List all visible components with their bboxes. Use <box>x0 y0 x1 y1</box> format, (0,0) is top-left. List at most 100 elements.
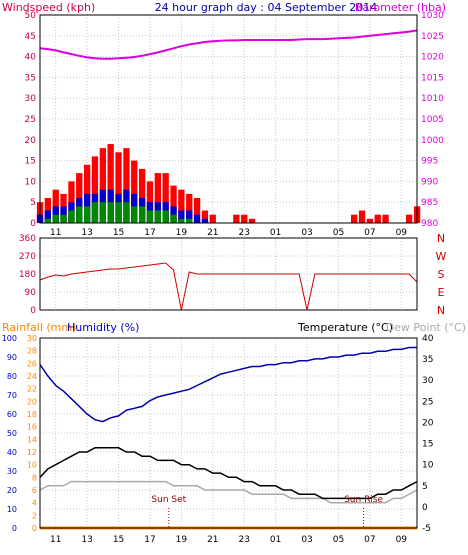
barometer-tick-label: 985 <box>421 198 438 208</box>
barometer-tick-label: 1010 <box>421 94 444 104</box>
windspeed-bar <box>107 144 114 223</box>
time-tick-label: 01 <box>270 228 281 238</box>
humidity-tick-label: 40 <box>7 448 17 457</box>
windspeed-bar <box>193 198 201 223</box>
calm-bar <box>76 206 83 223</box>
rainfall-tick-label: 26 <box>27 359 37 368</box>
gust-bar <box>44 210 51 223</box>
temperature-tick-label: 0 <box>422 503 428 513</box>
time-tick-label: 19 <box>176 535 188 545</box>
temperature-axis-title: Temperature (°C) <box>297 321 393 334</box>
humidity-tick-label: 90 <box>7 353 17 362</box>
windspeed-bar <box>248 218 256 223</box>
time-tick-label: 19 <box>176 228 188 238</box>
temperature-tick-label: 5 <box>422 482 428 492</box>
windspeed-tick-label: 10 <box>25 177 37 187</box>
direction-tick-label: 180 <box>19 270 36 280</box>
windspeed-bar <box>115 152 122 223</box>
time-tick-label: 05 <box>333 535 344 545</box>
rainfall-tick-label: 18 <box>27 410 37 419</box>
time-tick-label: 07 <box>364 228 375 238</box>
humidity-tick-label: 20 <box>7 486 17 495</box>
direction-tick-labels: 0 90 180 270 360 <box>19 234 36 316</box>
humidity-tick-labels: 0 10 20 30 40 50 60 70 80 90 100 <box>2 334 17 533</box>
time-tick-label: 15 <box>113 228 124 238</box>
calm-bar <box>60 214 67 223</box>
temperature-tick-label: 25 <box>422 397 433 407</box>
temperature-tick-label: 20 <box>422 418 434 428</box>
time-tick-label: 17 <box>144 228 155 238</box>
barometer-axis-title: Barometer (hba) <box>355 1 446 14</box>
windspeed-bar <box>241 214 248 223</box>
humidity-tick-label: 100 <box>2 334 17 343</box>
windspeed-bar <box>201 210 209 223</box>
calm-bar <box>52 214 59 223</box>
time-tick-label: 11 <box>50 535 61 545</box>
time-tick-label: 15 <box>113 535 124 545</box>
compass-label: S <box>438 268 445 281</box>
direction-tick-label: 270 <box>19 252 36 262</box>
panel1-time-labels: 11 13 15 17 19 21 23 01 03 05 07 09 <box>50 228 407 238</box>
barometer-tick-label: 1005 <box>421 115 444 125</box>
direction-tick-label: 90 <box>25 288 37 298</box>
rainfall-tick-label: 8 <box>32 473 37 482</box>
temperature-tick-label: 10 <box>422 461 434 471</box>
temperature-tick-label: 35 <box>422 355 433 365</box>
windspeed-bar <box>139 168 146 223</box>
temperature-tick-label: 40 <box>422 334 434 344</box>
humidity-tick-label: 60 <box>7 410 17 419</box>
time-tick-label: 07 <box>364 535 375 545</box>
panel3-time-labels: 11 13 15 17 19 21 23 01 03 05 07 09 <box>50 535 407 545</box>
time-tick-label: 21 <box>207 535 218 545</box>
rainfall-tick-label: 30 <box>27 334 37 343</box>
panel3-frame <box>39 337 418 529</box>
windspeed-tick-label: 0 <box>30 219 36 229</box>
time-tick-label: 21 <box>207 228 218 238</box>
windspeed-tick-label: 15 <box>25 157 36 167</box>
humidity-tick-label: 30 <box>7 467 17 476</box>
calm-bar <box>170 214 177 223</box>
windspeed-tick-label: 25 <box>25 115 36 125</box>
windspeed-bar <box>178 189 185 223</box>
humidity-tick-label: 0 <box>12 524 17 533</box>
barometer-tick-label: 1000 <box>421 136 444 146</box>
temperature-tick-label: 30 <box>422 376 434 386</box>
windspeed-bar <box>351 214 358 223</box>
windspeed-bar <box>209 214 216 223</box>
windspeed-tick-label: 35 <box>25 73 36 83</box>
calm-bar <box>146 210 154 223</box>
chart-title: 24 hour graph day : 04 September 2014 <box>155 1 378 14</box>
windspeed-bar <box>162 173 169 223</box>
windspeed-tick-labels: 0 5 10 15 20 25 30 35 40 45 50 <box>25 11 37 229</box>
sunrise-label: Sun Rise <box>344 495 383 505</box>
windspeed-tick-label: 20 <box>25 136 37 146</box>
calm-bar <box>68 210 75 223</box>
temperature-tick-labels: -5 0 5 10 15 20 25 30 35 40 <box>422 334 434 534</box>
sunset-label: Sun Set <box>151 495 186 505</box>
humidity-tick-label: 80 <box>7 372 17 381</box>
rainfall-tick-label: 22 <box>27 385 37 394</box>
barometer-tick-label: 980 <box>421 219 438 229</box>
windspeed-bar <box>99 148 106 223</box>
time-tick-label: 13 <box>81 535 92 545</box>
calm-bar <box>91 202 99 223</box>
barometer-tick-label: 1020 <box>421 53 444 63</box>
time-tick-label: 01 <box>270 535 281 545</box>
windspeed-bar <box>382 214 389 223</box>
compass-label: N <box>437 304 445 317</box>
time-tick-label: 09 <box>396 228 408 238</box>
windspeed-tick-label: 5 <box>30 198 36 208</box>
time-tick-label: 17 <box>144 535 155 545</box>
windspeed-bar <box>131 160 138 223</box>
windspeed-bar <box>366 218 373 223</box>
calm-bar <box>154 210 161 223</box>
time-tick-label: 23 <box>238 535 249 545</box>
windspeed-bar <box>52 189 59 223</box>
rainfall-tick-label: 10 <box>27 461 37 470</box>
panel2-frame <box>39 237 418 311</box>
humidity-line <box>39 346 417 423</box>
rainfall-tick-label: 14 <box>27 435 37 444</box>
calm-bar <box>99 202 106 223</box>
dewpoint-axis-title: Dew Point (°C) <box>386 321 466 334</box>
time-tick-label: 13 <box>81 228 92 238</box>
